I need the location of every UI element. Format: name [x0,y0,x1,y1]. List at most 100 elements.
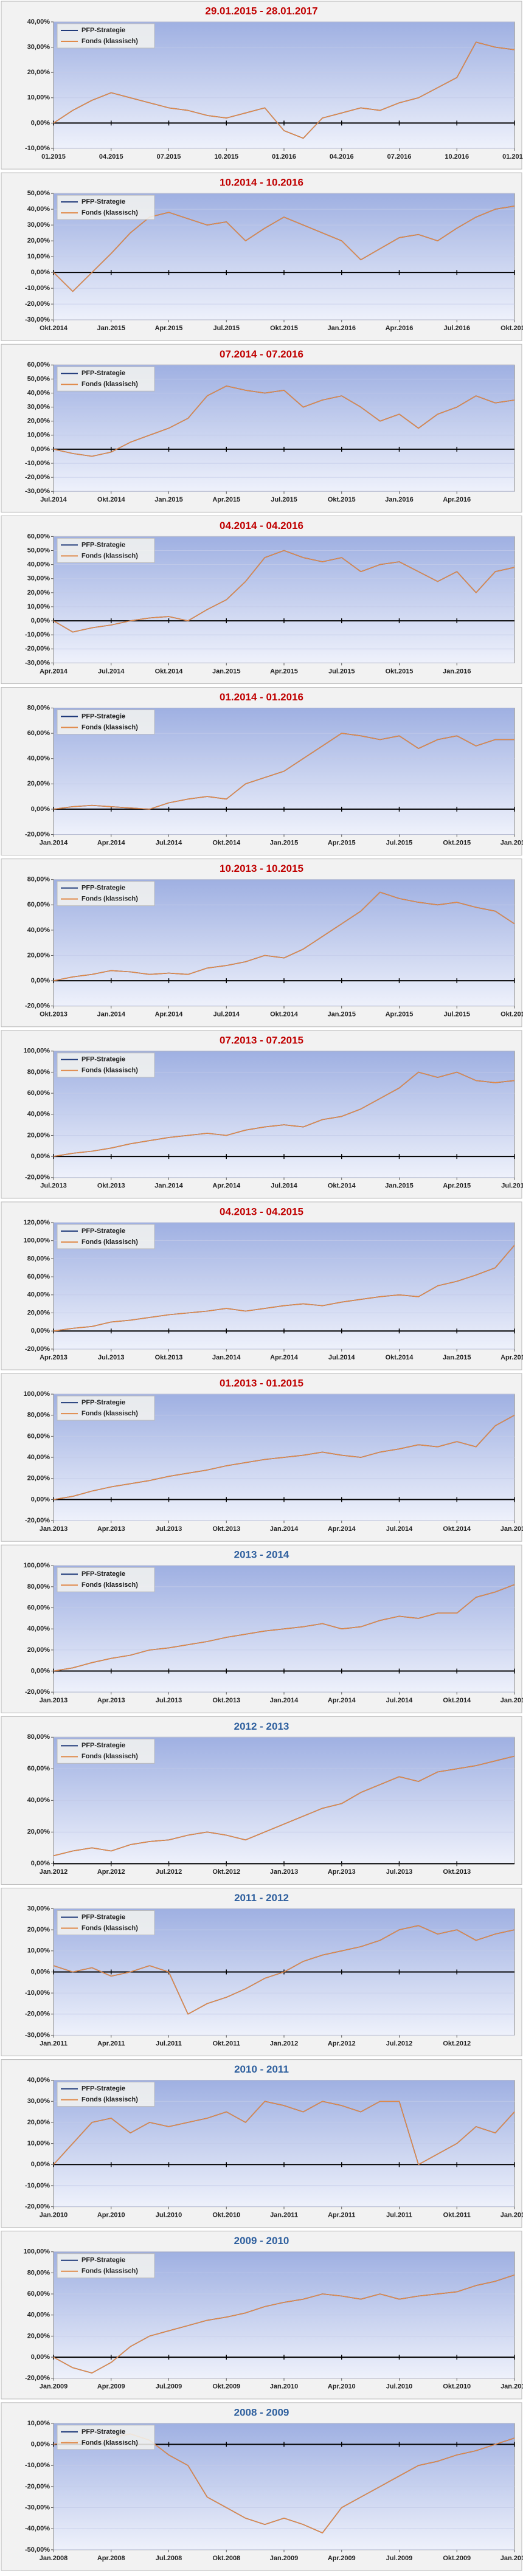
x-tick-label: Jan.2012 [40,1868,68,1876]
x-tick-label: Jul.2014 [40,496,67,503]
x-tick-label: Apr.2010 [328,2383,356,2391]
x-tick-label: Jan.2014 [40,839,68,846]
x-tick-label: Apr.2014 [270,1354,299,1361]
chart-panel: 2009 - 2010 -20,00% 0,00% 20,00% 40,00% 60,00… [1,2231,523,2400]
y-tick-label: 50,00% [27,190,50,197]
y-tick-label: -20,00% [25,830,50,838]
y-tick-label: 0,00% [31,2353,50,2361]
x-tick-label: Apr.2015 [328,839,356,846]
series-line [53,1245,515,1331]
y-tick-label: -10,00% [25,1989,50,1997]
y-tick-label: 30,00% [27,2098,50,2105]
y-tick-label: 0,00% [31,1327,50,1335]
y-tick-label: -30,00% [25,2031,50,2039]
y-tick-label: 60,00% [27,1432,50,1440]
y-tick-label: -20,00% [25,2483,50,2490]
x-tick-label: Okt.2012 [212,1868,240,1876]
y-tick-label: -10,00% [25,145,50,152]
y-tick-label: -20,00% [25,300,50,308]
chart-panel: 04.2013 - 04.2015 -20,00% 0,00% 20,00% 40,00… [1,1201,523,1370]
x-tick-label: Jan.2012 [500,2212,523,2219]
legend-box [57,1567,155,1592]
y-tick-label: 20,00% [27,69,50,76]
x-tick-label: Jul.2009 [156,2383,182,2391]
legend-label: PFP-Strategie [81,370,125,377]
legend-box [57,1738,155,1764]
x-tick-label: Jan.2015 [500,1697,523,1704]
chart-title: 01.2013 - 01.2015 [220,1378,303,1389]
y-tick-label: -20,00% [25,1174,50,1181]
y-tick-label: 60,00% [27,361,50,368]
y-tick-label: -30,00% [25,488,50,495]
legend-box [57,2253,155,2279]
y-tick-label: 80,00% [27,1583,50,1590]
x-tick-label: Okt.2014 [443,1697,471,1704]
y-tick-label: 0,00% [31,977,50,984]
legend-box [57,881,155,906]
x-tick-label: Okt.2013 [212,1525,240,1533]
x-tick-label: 07.2015 [157,153,181,161]
legend-box [57,1224,155,1249]
x-tick-label: Okt.2008 [212,2555,240,2562]
y-tick-label: -20,00% [25,2011,50,2018]
x-tick-label: Okt.2013 [155,1354,183,1361]
legend-label: Fonds (klassisch) [81,1067,138,1074]
y-tick-label: 10,00% [27,253,50,260]
x-tick-label: Apr.2014 [40,668,68,675]
y-tick-label: 0,00% [31,119,50,126]
chart-panel: 2013 - 2014 -20,00% 0,00% 20,00% 40,00% 60,00… [1,1544,523,1713]
chart-panel: 01.2013 - 01.2015 -20,00% 0,00% 20,00% 40,00… [1,1373,523,1542]
series-line [53,205,515,292]
chart-panel: 04.2014 - 04.2016 -30,00% -20,00% -10,00% 0,… [1,515,522,685]
x-tick-label: Jul.2014 [156,839,182,846]
y-tick-label: 10,00% [27,2140,50,2147]
x-tick-label: Jul.2014 [386,1525,413,1533]
series-line [53,1755,515,1857]
legend-box [57,1910,155,1935]
chart-title: 01.2014 - 01.2016 [220,691,303,703]
chart-title: 10.2014 - 10.2016 [220,177,303,188]
y-tick-label: 0,00% [31,1860,50,1867]
x-tick-label: Jul.2011 [386,2212,412,2219]
x-tick-label: Jul.2013 [386,1868,412,1876]
legend-label: Fonds (klassisch) [81,1238,138,1246]
x-tick-label: Jul.2015 [213,325,240,332]
legend-box [57,1395,155,1421]
y-tick-label: -30,00% [25,2504,50,2511]
y-tick-label: 100,00% [24,1048,50,1055]
chart-title: 2010 - 2011 [234,2063,289,2075]
chart-title: 2009 - 2010 [234,2235,289,2246]
x-tick-label: Jul.2013 [156,1525,182,1533]
y-tick-label: 40,00% [27,2077,50,2084]
chart-title: 07.2014 - 07.2016 [220,348,303,360]
legend-label: Fonds (klassisch) [81,2096,138,2104]
y-tick-label: 20,00% [27,1309,50,1316]
y-tick-label: 0,00% [31,269,50,276]
y-tick-label: 40,00% [27,1291,50,1299]
x-tick-label: Jan.2013 [270,1868,298,1876]
y-tick-label: 20,00% [27,1646,50,1654]
y-tick-label: 20,00% [27,2332,50,2339]
x-tick-label: Jul.2014 [271,1183,297,1190]
y-tick-label: 50,00% [27,547,50,554]
y-tick-label: -30,00% [25,659,50,666]
x-tick-label: Apr.2009 [97,2383,125,2391]
y-tick-label: 20,00% [27,1475,50,1482]
series-line [53,2274,515,2374]
y-tick-label: 0,00% [31,446,50,453]
x-tick-label: Jul.2013 [156,1697,182,1704]
chart-panel: 2008 - 2009 -50,00% -40,00% -30,00% -20,00% -… [1,2402,523,2571]
x-tick-label: Jul.2010 [156,2212,182,2219]
x-tick-label: Apr.2012 [97,1868,125,1876]
legend-label: PFP-Strategie [81,2428,125,2436]
legend-box [57,2082,155,2107]
y-tick-label: 40,00% [27,1625,50,1632]
y-tick-label: 20,00% [27,1131,50,1139]
x-tick-label: Apr.2012 [328,2040,356,2047]
x-tick-label: Jul.2014 [213,1011,240,1018]
y-tick-label: 60,00% [27,533,50,540]
x-tick-label: Jan.2010 [40,2212,68,2219]
chart-panel: 2011 - 2012 -30,00% -20,00% -10,00% 0,00% 10,… [1,1887,522,2057]
legend-label: PFP-Strategie [81,198,125,205]
